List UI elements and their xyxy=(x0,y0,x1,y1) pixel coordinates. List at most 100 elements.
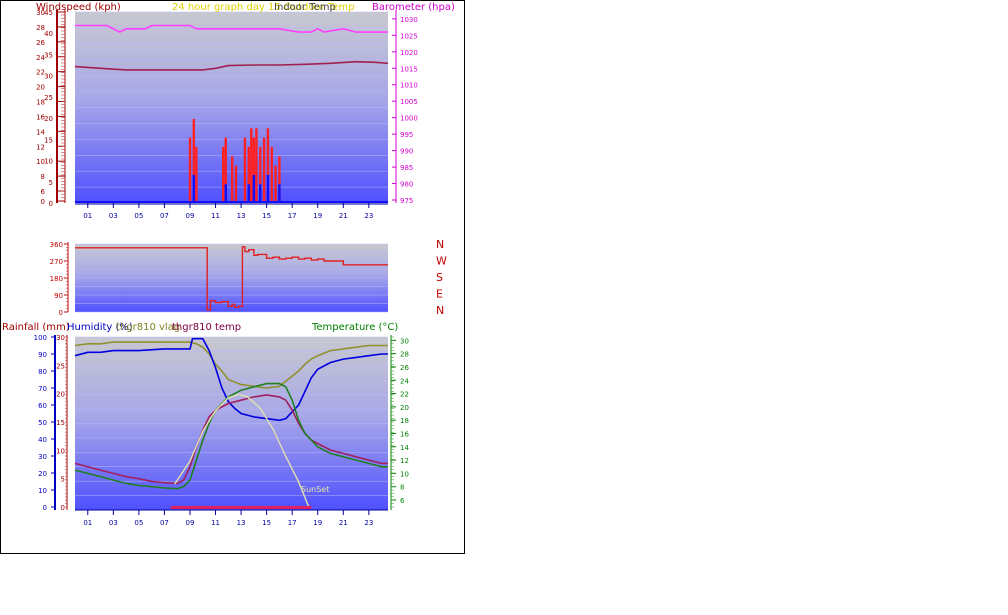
humidity-tick-label: 40 xyxy=(38,436,47,444)
humidity-label: Humidity (%) xyxy=(67,322,133,333)
left-outer-tick-label: 0 xyxy=(49,200,53,208)
humidity-tick-label: 100 xyxy=(34,334,47,342)
left-tick-label: 10 xyxy=(36,158,45,166)
right-tick-label: 1030 xyxy=(400,16,418,24)
right-tick-label: 1020 xyxy=(400,49,418,57)
humidity-tick-label: 30 xyxy=(38,453,47,461)
vlag-label: thgr810 vlag xyxy=(116,322,180,333)
series-line xyxy=(74,337,388,422)
avg-bar xyxy=(192,174,196,203)
right-tick-label: 1025 xyxy=(400,32,418,40)
x-tick-label: 17 xyxy=(288,212,297,220)
gust-bar xyxy=(221,146,225,203)
gust-bar xyxy=(188,137,192,203)
right-tick-label: 1015 xyxy=(400,65,418,73)
gust-bar xyxy=(224,137,227,203)
gust-bar xyxy=(192,118,196,203)
right-tick-label: 975 xyxy=(400,197,413,205)
avg-bar xyxy=(224,184,227,203)
series-line xyxy=(74,382,388,490)
dir-tick-label: 180 xyxy=(50,275,63,283)
left-outer-tick-label: 30 xyxy=(44,73,53,81)
gust-bar xyxy=(255,128,258,203)
temp-tick-label: 12 xyxy=(400,457,409,465)
x-tick-label: 07 xyxy=(160,519,169,527)
x-tick-label: 01 xyxy=(83,519,92,527)
temp-tick-label: 16 xyxy=(400,430,409,438)
left-tick-label: 0 xyxy=(41,198,45,206)
left-tick-label: 8 xyxy=(41,173,45,181)
left-tick-label: 26 xyxy=(36,39,45,47)
rain-bar xyxy=(170,506,312,509)
humidity-tick-label: 60 xyxy=(38,402,47,410)
gust-bar xyxy=(278,156,281,203)
left-outer-tick-label: 45 xyxy=(44,9,53,17)
x-tick-label: 03 xyxy=(109,212,118,220)
humidity-tick-label: 80 xyxy=(38,368,47,376)
compass-label: W xyxy=(436,255,447,268)
gust-bar xyxy=(270,146,273,203)
humidity-tick-label: 90 xyxy=(38,351,47,359)
x-tick-label: 13 xyxy=(237,212,246,220)
gust-bar xyxy=(243,137,247,203)
temp-tick-label: 26 xyxy=(400,364,409,372)
right-axis-title: Barometer (hpa) xyxy=(372,2,455,13)
right-tick-label: 995 xyxy=(400,131,413,139)
left-outer-tick-label: 20 xyxy=(44,115,53,123)
right-tick-label: 1000 xyxy=(400,115,418,123)
x-tick-label: 09 xyxy=(186,212,195,220)
compass-label: N xyxy=(436,304,444,317)
right-tick-label: 1010 xyxy=(400,82,418,90)
wind-direction-line xyxy=(75,246,388,311)
chart-title: 24 hour graph day 15 Outdoor Temp xyxy=(172,2,355,13)
x-tick-label: 11 xyxy=(211,519,220,527)
series-line xyxy=(75,24,388,34)
left-tick-label: 28 xyxy=(36,24,45,32)
x-tick-label: 09 xyxy=(186,519,195,527)
left-outer-tick-label: 25 xyxy=(44,94,53,102)
x-tick-label: 01 xyxy=(83,212,92,220)
series-line xyxy=(74,341,388,389)
x-tick-label: 03 xyxy=(109,519,118,527)
dir-tick-label: 90 xyxy=(54,292,63,300)
left-tick-label: 22 xyxy=(36,69,45,77)
temp-tick-label: 24 xyxy=(400,377,409,385)
temp-tick-label: 8 xyxy=(400,484,404,492)
x-tick-label: 21 xyxy=(339,519,348,527)
dir-tick-label: 270 xyxy=(50,258,63,266)
left-tick-label: 12 xyxy=(36,143,45,151)
series-line xyxy=(74,394,388,485)
gust-bar xyxy=(247,146,250,203)
gust-bar xyxy=(259,146,262,203)
temp-tick-label: 28 xyxy=(400,351,409,359)
temp810-label: thgr810 temp xyxy=(172,322,241,333)
left-tick-label: 16 xyxy=(36,113,45,121)
temp-tick-label: 30 xyxy=(400,337,409,345)
gust-bar xyxy=(274,165,277,203)
left-tick-label: 18 xyxy=(36,99,45,107)
gust-bar xyxy=(195,146,198,203)
left-axis-title: Windspeed (kph) xyxy=(36,2,121,13)
sunset-label: SunSet xyxy=(301,485,329,494)
left-outer-tick-label: 10 xyxy=(44,158,53,166)
left-tick-label: 24 xyxy=(36,54,45,62)
x-tick-label: 19 xyxy=(313,212,322,220)
humidity-tick-label: 50 xyxy=(38,419,47,427)
humidity-tick-label: 70 xyxy=(38,385,47,393)
right-tick-label: 1005 xyxy=(400,98,418,106)
left-tick-label: 30 xyxy=(36,9,45,17)
avg-bar xyxy=(278,184,281,203)
temp-tick-label: 6 xyxy=(400,497,405,505)
left-outer-tick-label: 15 xyxy=(44,136,53,144)
humidity-tick-label: 0 xyxy=(43,504,47,512)
temp-tick-label: 18 xyxy=(400,417,409,425)
gust-bar xyxy=(250,128,253,203)
avg-bar xyxy=(252,174,256,203)
humidity-tick-label: 20 xyxy=(38,470,47,478)
temp-tick-label: 22 xyxy=(400,391,409,399)
left-tick-label: 20 xyxy=(36,84,45,92)
gust-bar xyxy=(266,128,270,203)
gust-bar xyxy=(262,137,266,203)
right-tick-label: 980 xyxy=(400,181,413,189)
x-tick-label: 23 xyxy=(364,212,373,220)
